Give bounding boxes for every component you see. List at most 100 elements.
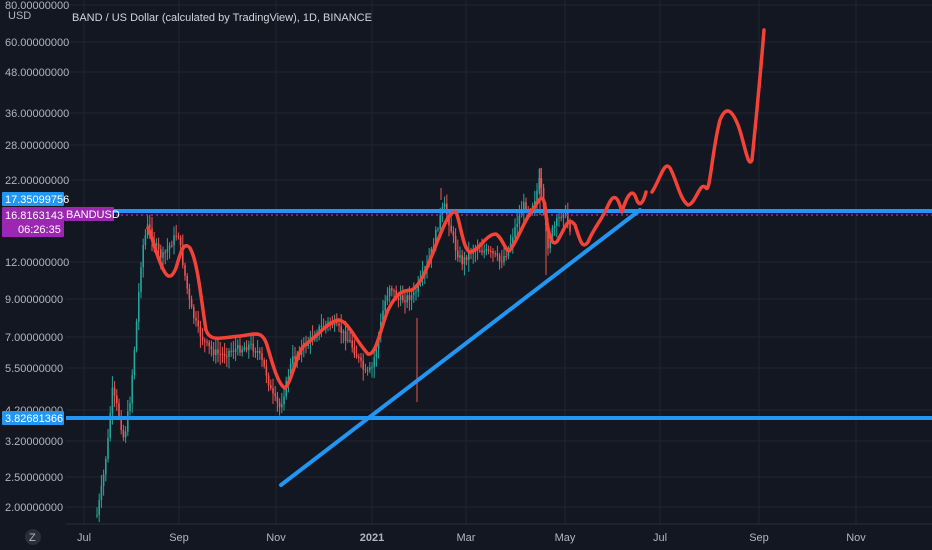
candle-body — [549, 240, 551, 249]
candle-body — [140, 267, 142, 292]
candle-body — [342, 331, 345, 333]
candle-body — [195, 317, 197, 321]
candle-body — [208, 342, 210, 347]
candle-body — [483, 250, 485, 253]
candle-body — [472, 252, 474, 254]
candle-body — [168, 245, 171, 249]
time-scale[interactable]: Jul Sep Nov 2021 Mar May Jul Sep Nov — [77, 532, 866, 544]
candle-body — [175, 235, 177, 237]
candle-body — [364, 369, 367, 371]
candle-body — [265, 366, 268, 376]
candle-body — [142, 244, 144, 268]
candle-body — [186, 275, 188, 289]
candle-body — [333, 321, 336, 326]
candle-body — [215, 349, 217, 356]
time-tick-label: Jul — [77, 532, 91, 544]
candle-body — [384, 300, 386, 311]
candle-body — [496, 253, 499, 256]
time-tick-label: Nov — [846, 532, 866, 544]
candle-body — [485, 249, 488, 251]
freehand-drawing-projection[interactable] — [650, 28, 766, 207]
freehand-drawing[interactable] — [146, 190, 648, 390]
time-tick-label: 2021 — [360, 532, 384, 544]
current-price-label: 16.81631434 06:26:35 — [2, 207, 69, 237]
candle-body — [520, 212, 523, 216]
candle-body — [234, 348, 237, 352]
candle-body — [118, 403, 120, 417]
time-tick-label: Mar — [457, 532, 476, 544]
candle-body — [267, 375, 270, 386]
candle-body — [201, 336, 204, 341]
candle-body — [371, 367, 373, 369]
candle-body — [542, 187, 545, 208]
candle-body — [514, 226, 516, 238]
candle-body — [402, 295, 404, 301]
candle-body — [391, 288, 393, 291]
price-tick-label: 2.00000000 — [5, 502, 63, 514]
candle-body — [503, 256, 505, 263]
candle-body — [375, 348, 378, 358]
svg-text:Z: Z — [29, 532, 36, 544]
candle-body — [102, 474, 105, 486]
candle-body — [193, 306, 195, 318]
candle-body — [437, 229, 439, 231]
candle-body — [219, 353, 221, 355]
candle-body — [245, 347, 248, 351]
price-tick-label: 7.00000000 — [5, 332, 63, 344]
candle-body — [221, 353, 224, 355]
candle-body — [155, 243, 158, 245]
candle-body — [494, 253, 496, 255]
candle-body — [476, 249, 479, 251]
candle-body — [228, 350, 230, 357]
candle-body — [96, 514, 98, 516]
time-tick-label: Sep — [749, 532, 769, 544]
candle-body — [177, 236, 180, 238]
candle-body — [149, 224, 151, 229]
trend-line[interactable] — [279, 208, 642, 487]
price-tick-label: 60.00000000 — [5, 37, 69, 49]
candle-body — [523, 202, 525, 213]
candle-body — [562, 214, 565, 218]
candle-body — [111, 387, 114, 414]
candle-body — [179, 237, 182, 245]
candle-body — [516, 224, 518, 227]
price-tick-label: 36.00000000 — [5, 108, 69, 120]
candle-body — [558, 217, 560, 219]
candle-body — [386, 296, 389, 301]
candle-body — [415, 291, 417, 293]
candle-body — [226, 356, 228, 358]
price-tick-label: 22.00000000 — [5, 175, 69, 187]
candle-body — [237, 345, 239, 349]
candle-body — [250, 343, 252, 345]
candle-body — [465, 256, 468, 261]
price-scale-background[interactable] — [0, 0, 66, 524]
candle-body — [210, 346, 213, 350]
candle-body — [512, 237, 514, 244]
candle-body — [243, 347, 246, 350]
price-tick-label: 2.50000000 — [5, 472, 63, 484]
candle-body — [113, 387, 116, 396]
candle-body — [340, 325, 342, 333]
candle-body — [355, 354, 358, 357]
candle-body — [498, 255, 501, 262]
time-scale-background[interactable] — [0, 524, 932, 550]
auto-scale-icon[interactable]: Z — [25, 529, 41, 545]
candle-body — [505, 256, 507, 258]
candle-body — [223, 354, 226, 357]
candle-body — [501, 261, 503, 263]
symbol-label: BANDUSD — [64, 207, 120, 221]
candle-body — [122, 430, 125, 438]
candle-body — [129, 403, 131, 412]
price-tick-label: 12.00000000 — [5, 257, 69, 269]
candle-body — [98, 500, 100, 515]
chart-title: BAND / US Dollar (calculated by TradingV… — [72, 12, 372, 24]
svg-text:06:26:35: 06:26:35 — [18, 224, 61, 236]
candle-body — [417, 282, 419, 292]
price-scale[interactable]: 80.00000000 60.00000000 48.00000000 36.0000… — [5, 0, 69, 514]
candle-body — [556, 218, 558, 226]
candle-body — [241, 349, 243, 353]
candle-body — [538, 178, 540, 191]
candle-body — [127, 411, 129, 432]
